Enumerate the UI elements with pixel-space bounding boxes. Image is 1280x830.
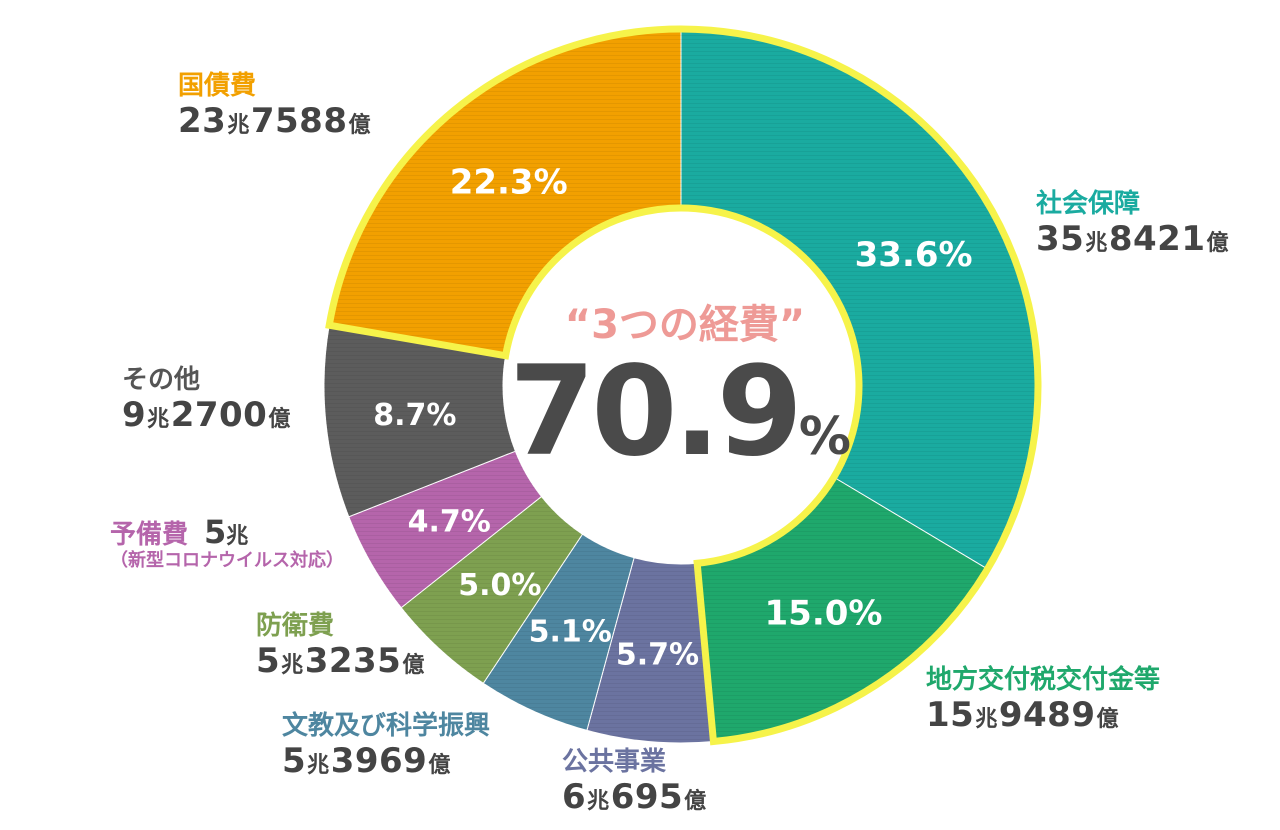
label-public-works: 公共事業 6兆695億 <box>562 747 708 817</box>
center-value-number: 70.9 <box>508 340 803 484</box>
label-social-security: 社会保障 35兆8421億 <box>1036 189 1230 259</box>
label-defense: 防衛費 5兆3235億 <box>256 611 426 681</box>
label-debt-service: 国債費 23兆7588億 <box>178 71 372 141</box>
label-name: 社会保障 <box>1036 189 1141 219</box>
label-note: （新型コロナウイルス対応） <box>110 549 344 571</box>
label-name-row: 予備費 5兆 <box>110 514 344 551</box>
label-amount: 5兆 <box>204 513 249 551</box>
slice-pct-label-5: 4.7% <box>408 505 491 540</box>
label-name: 国債費 <box>178 71 257 101</box>
label-name: 防衛費 <box>256 611 335 641</box>
label-name: 予備費 <box>110 520 189 550</box>
slice-pct-label-7: 22.3% <box>450 162 568 202</box>
slice-pct-label-0: 33.6% <box>855 235 973 275</box>
label-name: その他 <box>122 365 201 395</box>
slice-pct-label-1: 15.0% <box>765 593 883 633</box>
label-amount: 23兆7588億 <box>178 100 371 141</box>
center-title: “3つの経費” <box>564 302 806 348</box>
label-name: 文教及び科学振興 <box>282 711 491 741</box>
slice-texture-4 <box>401 496 583 684</box>
label-local-allocation: 地方交付税交付金等 15兆9489億 <box>926 665 1161 735</box>
slice-pct-label-2: 5.7% <box>616 637 699 672</box>
slice-texture-5 <box>348 451 542 608</box>
label-name: 地方交付税交付金等 <box>926 665 1161 695</box>
slice-pct-label-3: 5.1% <box>529 615 612 650</box>
label-reserve-fund: 予備費 5兆 （新型コロナウイルス対応） <box>110 514 344 572</box>
label-amount: 5兆3969億 <box>282 740 451 781</box>
slice-texture-6 <box>323 325 516 517</box>
slice-texture-3 <box>483 534 635 731</box>
center-value-unit: % <box>798 407 852 467</box>
label-amount: 6兆695億 <box>562 776 707 817</box>
slice-texture-7 <box>329 29 681 356</box>
slice-texture-0 <box>681 29 1039 570</box>
label-amount: 5兆3235億 <box>256 640 425 681</box>
label-amount: 35兆8421億 <box>1036 218 1229 259</box>
label-other: その他 9兆2700億 <box>122 365 292 435</box>
label-name: 公共事業 <box>562 747 667 777</box>
center-value: 70.9% <box>500 340 860 484</box>
label-education-science: 文教及び科学振興 5兆3969億 <box>282 711 491 781</box>
label-amount: 9兆2700億 <box>122 394 291 435</box>
slice-texture-2 <box>586 557 714 743</box>
slice-pct-label-4: 5.0% <box>458 568 541 603</box>
slice-pct-label-6: 8.7% <box>373 398 456 433</box>
highlight-outline <box>325 25 1042 746</box>
label-amount: 15兆9489億 <box>926 694 1119 735</box>
